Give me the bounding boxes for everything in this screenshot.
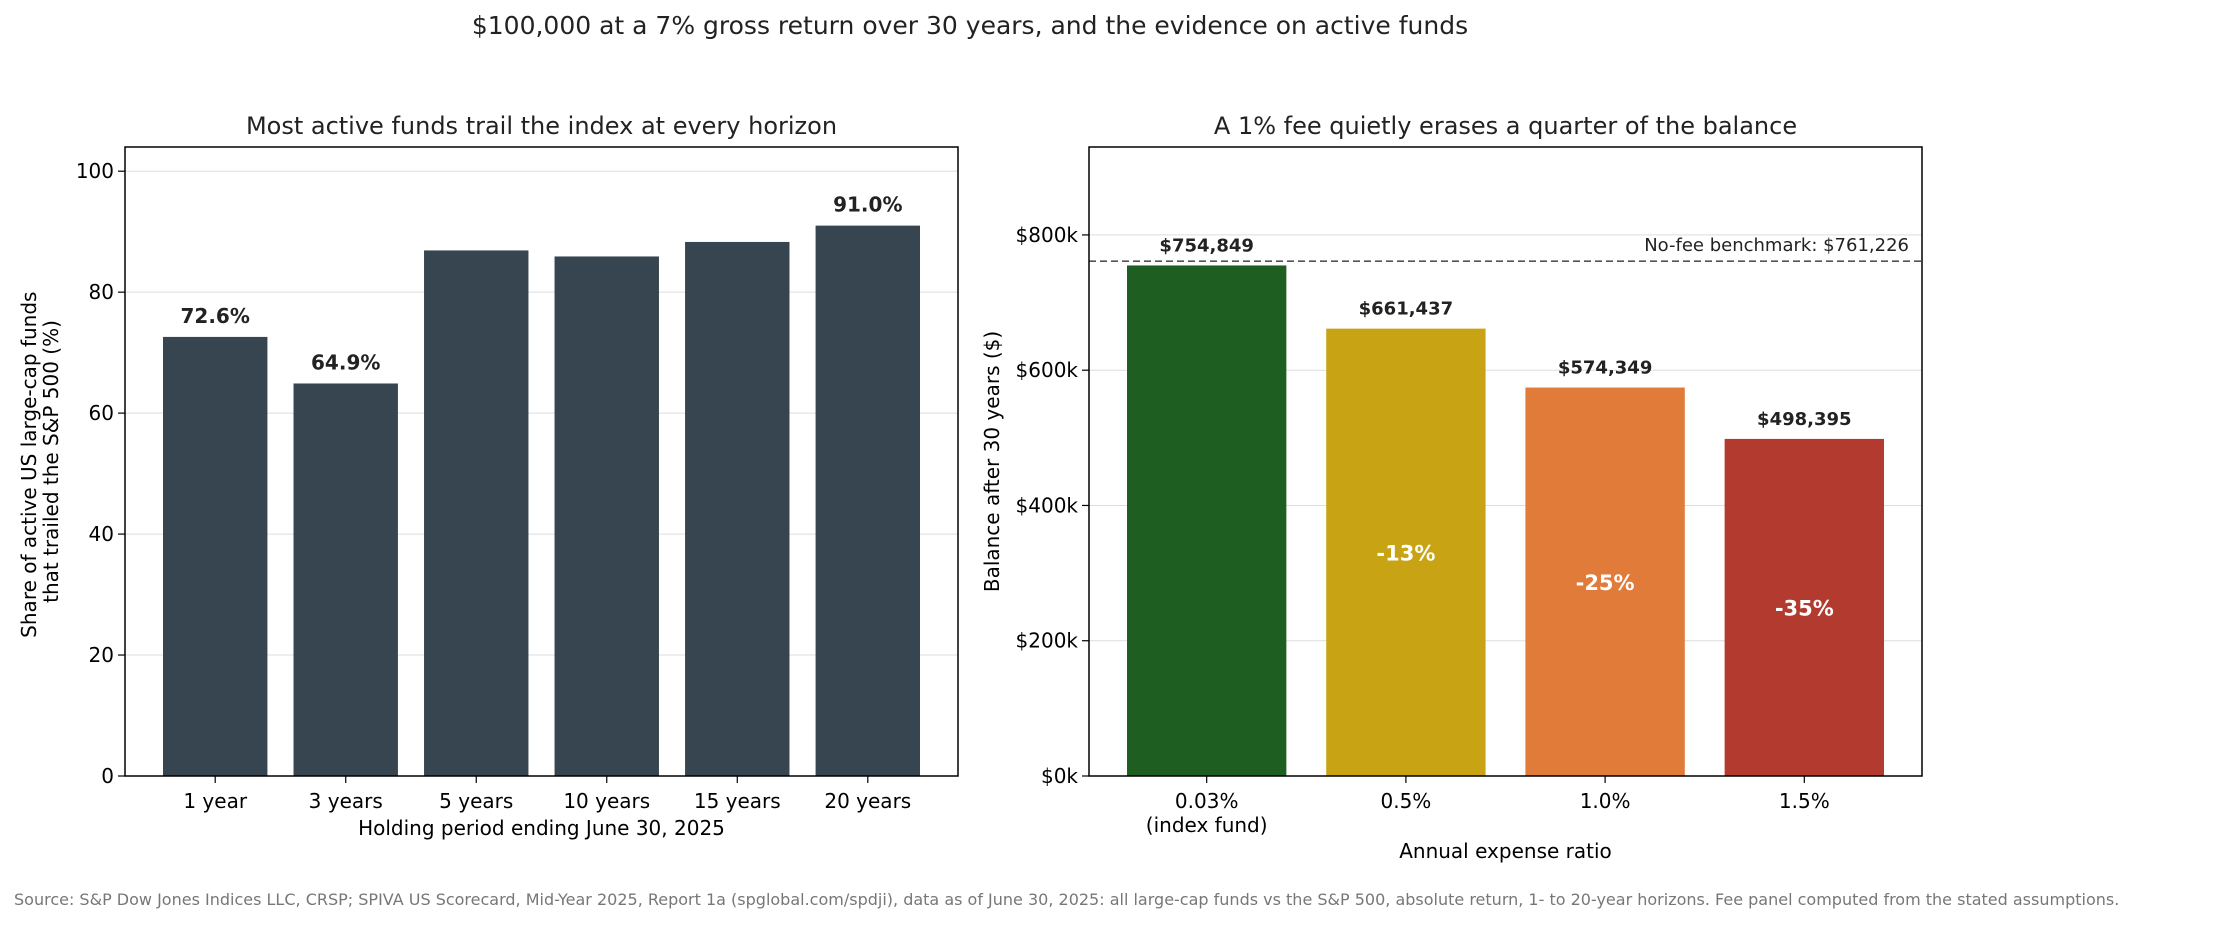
right-bar-value-label: $574,349 <box>1558 358 1653 379</box>
left-y-axis-label: Share of active US large-cap funds that … <box>17 285 63 638</box>
left-y-tick-label: 40 <box>89 522 114 546</box>
right-bar-change-label: -25% <box>1576 571 1635 595</box>
right-y-axis-label: Balance after 30 years ($) <box>980 331 1004 592</box>
left-y-tick-label: 20 <box>89 643 114 667</box>
right-x-tick-label: 0.03% <box>1175 789 1239 813</box>
right-bar-value-label: $754,849 <box>1159 235 1254 256</box>
left-bars <box>163 225 920 776</box>
right-data-labels: $754,849 $661,437 -13% $574,349 -25% $498,395… <box>1159 235 1851 620</box>
right-y-tick-label: $800k <box>1016 223 1079 247</box>
left-bar <box>293 383 398 776</box>
left-chart-title: Most active funds trail the index at eve… <box>246 112 837 140</box>
left-x-tick-label: 10 years <box>563 789 650 813</box>
left-data-labels: 72.6% 64.9% 91.0% <box>181 193 903 375</box>
left-x-tick-label: 5 years <box>439 789 513 813</box>
no-fee-benchmark-label: No-fee benchmark: $761,226 <box>1644 235 1909 256</box>
left-y-tick-label: 60 <box>89 401 114 425</box>
right-bar-change-label: -13% <box>1376 541 1435 565</box>
right-bars <box>1127 265 1884 776</box>
right-bar-value-label: $661,437 <box>1359 299 1454 320</box>
right-x-tick-label: 1.0% <box>1580 789 1631 813</box>
right-y-tick-label: $200k <box>1016 629 1079 653</box>
figure-title: $100,000 at a 7% gross return over 30 ye… <box>472 11 1468 40</box>
right-bar-change-label: -35% <box>1775 596 1834 620</box>
left-bar <box>554 256 659 776</box>
left-y-axis-label-line1: Share of active US large-cap funds <box>17 292 41 638</box>
left-bar-value-label: 72.6% <box>181 304 250 328</box>
left-bar-value-label: 64.9% <box>311 350 380 374</box>
left-bar-value-label: 91.0% <box>833 193 902 217</box>
left-x-ticks: 1 year 3 years 5 years 10 years 15 years 20 y… <box>183 776 911 813</box>
left-x-tick-label: 20 years <box>824 789 911 813</box>
left-x-axis-label: Holding period ending June 30, 2025 <box>358 816 725 840</box>
right-bar-value-label: $498,395 <box>1757 409 1852 430</box>
right-bar <box>1326 328 1486 776</box>
right-plot-frame <box>1088 146 1923 777</box>
right-y-tick-label: $400k <box>1016 493 1079 517</box>
left-x-tick-label: 3 years <box>309 789 383 813</box>
left-x-tick-label: 1 year <box>183 789 247 813</box>
right-y-tick-label: $0k <box>1041 764 1078 788</box>
panel-active-funds: Most active funds trail the index at eve… <box>17 112 959 840</box>
right-x-tick-label: 1.5% <box>1779 789 1830 813</box>
right-x-ticks: 0.03%(index fund) 0.5% 1.0% 1.5% <box>1146 776 1830 837</box>
left-y-tick-label: 80 <box>89 280 114 304</box>
right-y-tick-label: $600k <box>1016 358 1079 382</box>
left-bar <box>424 250 529 776</box>
left-bar <box>685 241 790 776</box>
left-y-ticks: 0 20 40 60 80 100 <box>76 159 125 788</box>
panel-fee-impact: A 1% fee quietly erases a quarter of the… <box>980 112 1923 863</box>
source-note: Source: S&P Dow Jones Indices LLC, CRSP;… <box>14 890 2119 909</box>
right-y-ticks: $0k $200k $400k $600k $800k <box>1016 223 1089 788</box>
right-x-tick-label: (index fund) <box>1146 813 1268 837</box>
left-bar <box>815 225 920 776</box>
left-x-tick-label: 15 years <box>694 789 781 813</box>
right-bar <box>1127 265 1287 776</box>
right-bar <box>1724 438 1884 776</box>
left-y-axis-label-line2: that trailed the S&P 500 (%) <box>39 320 63 603</box>
left-bar <box>163 336 268 776</box>
right-x-axis-label: Annual expense ratio <box>1399 839 1612 863</box>
left-y-tick-label: 0 <box>101 764 114 788</box>
right-bar <box>1525 387 1685 776</box>
left-y-tick-label: 100 <box>76 159 114 183</box>
right-x-tick-label: 0.5% <box>1380 789 1431 813</box>
left-plot-frame <box>124 146 959 777</box>
right-chart-title: A 1% fee quietly erases a quarter of the… <box>1214 112 1797 140</box>
